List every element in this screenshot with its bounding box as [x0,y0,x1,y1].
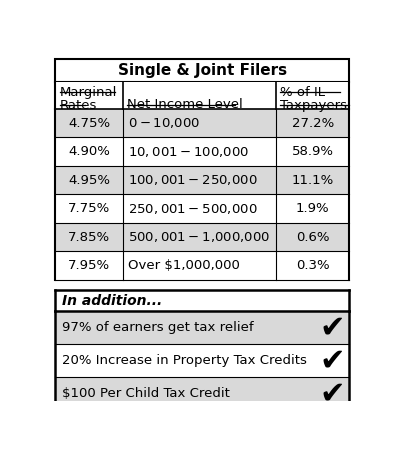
Text: Single & Joint Filers: Single & Joint Filers [118,63,287,78]
Text: In addition...: In addition... [62,294,162,308]
Text: Over $1,000,000: Over $1,000,000 [128,259,240,272]
Text: ✔: ✔ [320,346,345,375]
Text: 1.9%: 1.9% [296,202,329,215]
Bar [55,166,350,194]
Text: 0.6%: 0.6% [296,230,329,244]
Bar [55,251,350,280]
Text: 4.90%: 4.90% [68,145,110,158]
Bar [55,223,350,251]
Text: 11.1%: 11.1% [292,174,334,187]
Text: 27.2%: 27.2% [292,117,334,130]
Text: $10,001 - $100,000: $10,001 - $100,000 [128,145,249,159]
Bar [55,290,350,312]
Text: 20% Increase in Property Tax Credits: 20% Increase in Property Tax Credits [62,354,307,368]
Bar [55,138,350,166]
Text: 7.95%: 7.95% [68,259,110,272]
Text: Rates: Rates [60,99,98,111]
Text: $100,001 - $250,000: $100,001 - $250,000 [128,173,258,187]
Bar [55,377,350,410]
Text: ✔: ✔ [320,313,345,342]
Bar [55,109,350,138]
Text: Net Income Level: Net Income Level [128,98,243,111]
Text: 0.3%: 0.3% [296,259,329,272]
Text: $250,001 - $500,000: $250,001 - $500,000 [128,202,258,216]
Text: ✔: ✔ [320,379,345,409]
Bar [55,345,350,377]
Bar [55,194,350,223]
Bar [55,82,350,109]
Text: Marginal: Marginal [60,86,117,99]
Text: Taxpayers: Taxpayers [280,99,346,111]
Text: $100 Per Child Tax Credit: $100 Per Child Tax Credit [62,387,229,400]
Bar [55,312,350,345]
Text: % of IL: % of IL [280,86,325,99]
Text: 97% of earners get tax relief: 97% of earners get tax relief [62,322,253,335]
Bar [55,60,350,82]
Text: 4.75%: 4.75% [68,117,110,130]
Text: 7.75%: 7.75% [68,202,110,215]
Text: $0 - $10,000: $0 - $10,000 [128,116,201,130]
Text: $500,001 - $1,000,000: $500,001 - $1,000,000 [128,230,271,244]
Text: 7.85%: 7.85% [68,230,110,244]
Text: 58.9%: 58.9% [292,145,334,158]
Text: 4.95%: 4.95% [68,174,110,187]
